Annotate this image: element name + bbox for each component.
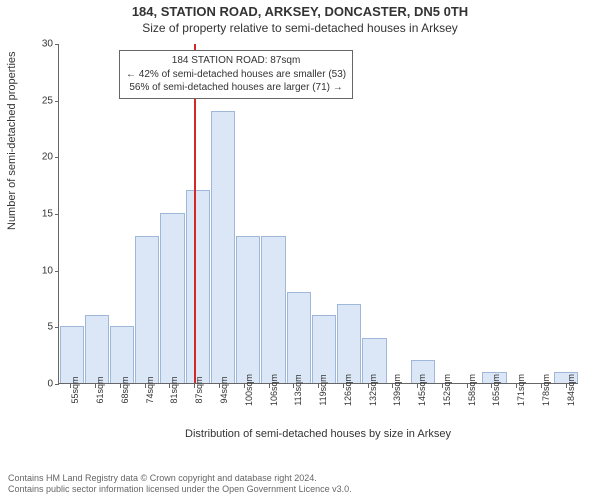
- x-tick-label: 145sqm: [417, 374, 427, 406]
- plot-area: 051015202530 184 STATION ROAD: 87sqm ← 4…: [58, 44, 578, 384]
- x-tick-label: 113sqm: [293, 374, 303, 405]
- bar: [261, 236, 285, 383]
- bar: [135, 236, 159, 383]
- page-subtitle: Size of property relative to semi-detach…: [0, 19, 600, 37]
- x-tick: 61sqm: [83, 384, 108, 424]
- x-tick-label: 81sqm: [169, 376, 179, 403]
- x-tick: 132sqm: [355, 384, 380, 424]
- x-tick: 145sqm: [405, 384, 430, 424]
- x-tick: 100sqm: [231, 384, 256, 424]
- x-tick-label: 68sqm: [120, 376, 130, 403]
- bar: [211, 111, 235, 383]
- x-tick: 113sqm: [281, 384, 306, 424]
- bar: [236, 236, 260, 383]
- bar: [110, 326, 134, 383]
- x-tick-label: 139sqm: [392, 374, 402, 406]
- x-ticks: 55sqm61sqm68sqm74sqm81sqm87sqm94sqm100sq…: [58, 384, 578, 424]
- x-tick-label: 171sqm: [516, 374, 526, 406]
- x-tick: 68sqm: [108, 384, 133, 424]
- x-tick-label: 87sqm: [194, 376, 204, 403]
- x-tick: 165sqm: [479, 384, 504, 424]
- x-tick: 178sqm: [529, 384, 554, 424]
- x-tick-label: 55sqm: [70, 376, 80, 403]
- footer-line: Contains public sector information licen…: [8, 484, 352, 496]
- bar: [85, 315, 109, 383]
- x-tick-label: 152sqm: [442, 374, 452, 406]
- x-tick-label: 94sqm: [219, 376, 229, 403]
- x-tick: 158sqm: [454, 384, 479, 424]
- x-tick-label: 184sqm: [566, 374, 576, 406]
- bar: [287, 292, 311, 383]
- x-tick: 74sqm: [132, 384, 157, 424]
- x-axis-label: Distribution of semi-detached houses by …: [58, 428, 578, 440]
- x-tick: 119sqm: [306, 384, 331, 424]
- x-tick-label: 158sqm: [467, 374, 477, 406]
- x-tick: 171sqm: [504, 384, 529, 424]
- x-tick-label: 74sqm: [145, 376, 155, 403]
- x-tick: 81sqm: [157, 384, 182, 424]
- page-title: 184, STATION ROAD, ARKSEY, DONCASTER, DN…: [0, 0, 600, 19]
- x-tick-label: 165sqm: [491, 374, 501, 406]
- y-tick-label: 5: [31, 322, 53, 333]
- annotation-line: ← 42% of semi-detached houses are smalle…: [126, 68, 346, 82]
- x-tick-label: 178sqm: [541, 374, 551, 406]
- x-tick: 152sqm: [429, 384, 454, 424]
- bar: [160, 213, 184, 383]
- x-tick-label: 119sqm: [318, 374, 328, 405]
- x-tick: 106sqm: [256, 384, 281, 424]
- x-tick: 87sqm: [182, 384, 207, 424]
- footer-attribution: Contains HM Land Registry data © Crown c…: [8, 473, 352, 496]
- annotation-line: 56% of semi-detached houses are larger (…: [126, 81, 346, 95]
- x-tick-label: 126sqm: [343, 374, 353, 406]
- x-tick-label: 132sqm: [368, 374, 378, 406]
- annotation-box: 184 STATION ROAD: 87sqm ← 42% of semi-de…: [119, 50, 353, 99]
- y-tick-label: 30: [31, 39, 53, 50]
- x-tick-label: 61sqm: [95, 376, 105, 403]
- bar: [60, 326, 84, 383]
- y-tick-label: 15: [31, 209, 53, 220]
- histogram-chart: 051015202530 184 STATION ROAD: 87sqm ← 4…: [58, 44, 578, 424]
- y-axis-label: Number of semi-detached properties: [6, 51, 18, 230]
- x-tick: 139sqm: [380, 384, 405, 424]
- bar: [337, 304, 361, 383]
- x-tick: 126sqm: [330, 384, 355, 424]
- bar: [312, 315, 336, 383]
- x-tick: 184sqm: [553, 384, 578, 424]
- y-tick-label: 10: [31, 265, 53, 276]
- x-tick-label: 100sqm: [244, 374, 254, 406]
- x-tick: 94sqm: [207, 384, 232, 424]
- bar: [186, 190, 210, 383]
- y-tick-label: 25: [31, 95, 53, 106]
- x-tick-label: 106sqm: [269, 374, 279, 406]
- x-tick: 55sqm: [58, 384, 83, 424]
- y-tick-label: 0: [31, 379, 53, 390]
- footer-line: Contains HM Land Registry data © Crown c…: [8, 473, 352, 485]
- y-tick-label: 20: [31, 152, 53, 163]
- annotation-line: 184 STATION ROAD: 87sqm: [126, 54, 346, 68]
